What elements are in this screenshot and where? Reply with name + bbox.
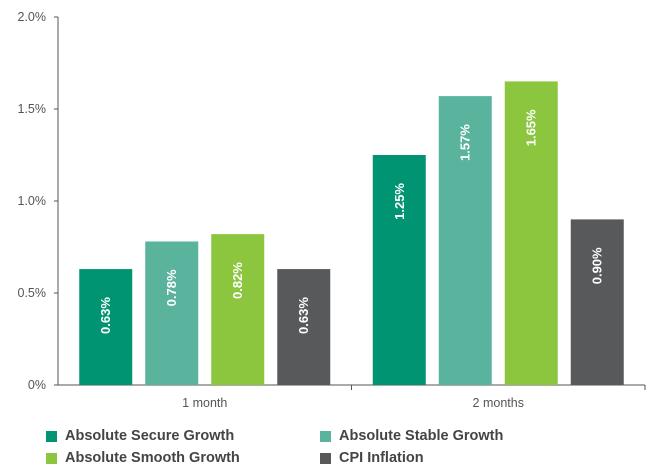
bar-value-label: 0.90% [590, 247, 605, 284]
bar [372, 155, 426, 385]
y-tick-label: 2.0% [18, 10, 47, 24]
bar [438, 96, 492, 386]
bar [570, 219, 624, 385]
legend-label-secure: Absolute Secure Growth [65, 428, 235, 444]
legend-label-stable: Absolute Stable Growth [339, 428, 504, 444]
legend-item-secure: Absolute Secure Growth [46, 428, 234, 444]
legend-swatch-stable [320, 430, 331, 442]
legend-swatch-smooth [46, 452, 57, 464]
x-category-label: 1 month [182, 396, 227, 410]
bar-value-label: 1.57% [458, 124, 473, 161]
y-tick-label: 1.0% [18, 194, 47, 208]
y-tick-label: 0% [28, 378, 46, 392]
bar-value-label: 0.78% [164, 269, 179, 306]
x-category-label: 2 months [473, 396, 524, 410]
bar-value-label: 0.63% [296, 297, 311, 334]
bar-value-label: 1.65% [524, 109, 539, 146]
bar [504, 81, 558, 386]
legend-swatch-cpi [320, 452, 331, 464]
bar-value-label: 1.25% [392, 183, 407, 220]
legend-swatch-secure [46, 430, 57, 442]
bar [277, 269, 331, 385]
bar [79, 269, 133, 385]
bar-value-label: 0.63% [98, 297, 113, 334]
legend-item-smooth: Absolute Smooth Growth [46, 450, 240, 466]
bar-chart: 0% 0.5% 1.0% 1.5% 2.0% 0.63% 0.78% 0.82% 0.63% 1 … [18, 10, 646, 410]
legend-label-cpi: CPI Inflation [339, 450, 424, 466]
bar-value-label: 0.82% [230, 262, 245, 299]
y-tick-label: 1.5% [18, 102, 47, 116]
bar [211, 234, 265, 385]
legend-label-smooth: Absolute Smooth Growth [65, 450, 240, 466]
bar [145, 241, 199, 385]
legend-item-cpi: CPI Inflation [320, 450, 424, 466]
y-tick-label: 0.5% [18, 286, 47, 300]
legend-item-stable: Absolute Stable Growth [320, 428, 503, 444]
